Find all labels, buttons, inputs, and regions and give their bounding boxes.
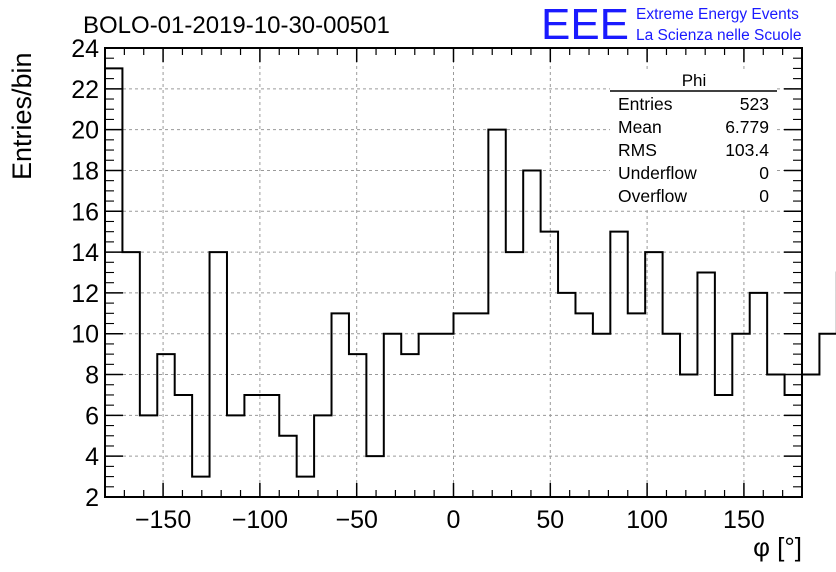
chart-title: BOLO-01-2019-10-30-00501 [83, 12, 390, 39]
y-tick-label: 2 [85, 484, 99, 512]
stats-box-name: Phi [682, 71, 707, 90]
x-tick-label: −150 [135, 506, 191, 534]
y-tick-label: 16 [71, 198, 99, 226]
stats-row-value: 523 [740, 94, 769, 114]
logo-line-2: La Scienza nelle Scuole [636, 27, 801, 44]
histogram-bin [680, 375, 697, 497]
x-tick-label: −50 [335, 506, 377, 534]
histogram-bin [262, 395, 279, 497]
histogram-bin [314, 415, 331, 497]
histogram-bin [384, 334, 401, 497]
x-tick-label: 50 [536, 506, 564, 534]
x-axis-label: φ [°] [753, 532, 802, 562]
histogram-bin [244, 395, 261, 497]
stats-row-label: RMS [618, 140, 657, 160]
y-tick-label: 14 [71, 239, 99, 267]
histogram-bin [593, 334, 610, 497]
histogram-bin [506, 252, 523, 497]
histogram-bin [767, 375, 784, 497]
y-tick-label: 20 [71, 117, 99, 145]
histogram-bin [471, 313, 488, 497]
stats-row-value: 0 [759, 186, 769, 206]
logo-line-1: Extreme Energy Events [636, 6, 799, 23]
histogram-bin [349, 354, 366, 497]
histogram-bins [105, 67, 836, 498]
histogram-bin [715, 395, 732, 497]
eee-logo: EEE Extreme Energy Events La Scienza nel… [541, 0, 801, 49]
histogram-bin [366, 456, 383, 497]
histogram-bin [279, 436, 296, 497]
x-tick-label: 150 [723, 506, 765, 534]
histogram-bin [697, 273, 714, 498]
stats-box: Phi Entries 523 Mean 6.779 RMS 103.4 Underflow… [610, 70, 777, 210]
y-tick-label: 10 [71, 321, 99, 349]
histogram-bin [488, 130, 505, 497]
histogram-bin [750, 293, 767, 497]
y-tick-label: 4 [85, 443, 99, 471]
histogram-bin [628, 313, 645, 497]
histogram-bin [210, 252, 227, 497]
stats-row-value: 6.779 [725, 117, 769, 137]
x-tick-label: 100 [626, 506, 668, 534]
histogram-bin [802, 375, 819, 497]
histogram-bin [523, 170, 540, 497]
stats-row-label: Mean [618, 117, 662, 137]
y-tick-label: 22 [71, 76, 99, 104]
stats-row-label: Underflow [618, 163, 697, 183]
histogram-bin [645, 252, 662, 497]
histogram-bin [332, 313, 349, 497]
histogram-bin [297, 477, 314, 497]
histogram-bin [419, 334, 436, 497]
histogram-bin [227, 415, 244, 497]
y-tick-label: 8 [85, 362, 99, 390]
histogram-bin [140, 415, 157, 497]
histogram-bin [436, 334, 453, 497]
stats-row-value: 103.4 [725, 140, 769, 160]
x-tick-label: −100 [232, 506, 288, 534]
y-tick-label: 24 [71, 35, 99, 63]
histogram-bin [192, 477, 209, 497]
histogram-bin [819, 334, 836, 497]
histogram-bin [541, 232, 558, 497]
axis-ticks [105, 47, 802, 498]
histogram-bin [663, 334, 680, 497]
histogram-outline [105, 67, 836, 478]
y-tick-label: 12 [71, 280, 99, 308]
histogram-bin [401, 354, 418, 497]
histogram-bin [157, 354, 174, 497]
histogram-bin [454, 313, 471, 497]
y-tick-label: 18 [71, 157, 99, 185]
histogram-bin [610, 232, 627, 497]
histogram-bin [175, 395, 192, 497]
stats-row-label: Overflow [618, 186, 687, 206]
x-tick-label: 0 [447, 506, 461, 534]
histogram-bin [732, 334, 749, 497]
histogram-bin [122, 252, 139, 497]
histogram-bin [558, 293, 575, 497]
stats-row-label: Entries [618, 94, 673, 114]
histogram-bin [575, 313, 592, 497]
logo-letters: EEE [541, 0, 629, 49]
y-tick-label: 6 [85, 402, 99, 430]
y-axis-label: Entries/bin [7, 52, 37, 180]
stats-row-value: 0 [759, 163, 769, 183]
